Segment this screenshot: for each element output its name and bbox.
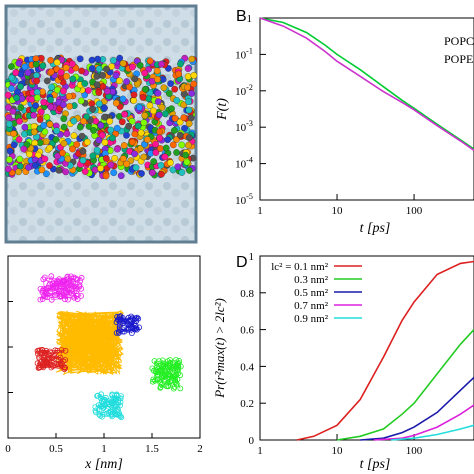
y-tick-label: 10-1 bbox=[235, 46, 253, 61]
y-axis-label: Pr(r²max(t) > 2lc²) bbox=[212, 298, 227, 399]
trajectory-point bbox=[48, 296, 55, 303]
trajectory-point bbox=[37, 286, 44, 292]
y-tick-label: 0.8 bbox=[240, 288, 254, 300]
trajectory-point bbox=[151, 358, 158, 364]
trajectory-point bbox=[62, 365, 68, 371]
y-tick-label: 1 bbox=[247, 13, 253, 25]
trajectory-path bbox=[95, 393, 122, 418]
series-line-1 bbox=[336, 329, 474, 441]
y-axis-label: F(t) bbox=[215, 98, 230, 121]
legend-label-pope: POPE bbox=[444, 52, 473, 66]
y-tick-label: 10-4 bbox=[235, 156, 253, 171]
trajectory-point bbox=[163, 383, 170, 390]
y-tick-label: 1 bbox=[249, 251, 255, 263]
chart-d: 0 0.2 0.4 0.6 0.8 1 1 10 100 t [ps] Pr(r²max(t) > … bbox=[212, 251, 474, 472]
x-tick-label: 1.5 bbox=[145, 443, 159, 455]
series-line-0 bbox=[296, 260, 474, 441]
trajectory-point bbox=[78, 293, 84, 299]
trajectory-point bbox=[95, 402, 102, 409]
trajectory-cluster bbox=[37, 273, 85, 303]
series-line-4 bbox=[390, 424, 474, 441]
trajectory-path bbox=[115, 315, 140, 334]
series-line-pope bbox=[259, 17, 474, 152]
y-tick-label: 0.2 bbox=[240, 398, 254, 410]
trajectory-point bbox=[37, 296, 44, 303]
trajectory-path bbox=[151, 359, 182, 389]
series-line-3 bbox=[373, 404, 474, 441]
series-line-2 bbox=[360, 376, 474, 441]
series-line-popc bbox=[259, 17, 474, 150]
trajectory-point bbox=[78, 274, 85, 281]
x-tick-label: 0.5 bbox=[49, 443, 63, 455]
legend-label-4: 0.9 nm² bbox=[294, 313, 329, 325]
trajectory-cluster bbox=[34, 347, 69, 373]
trajectory-point bbox=[173, 380, 180, 387]
legend-label-3: 0.7 nm² bbox=[294, 300, 329, 312]
trajectory-path bbox=[55, 309, 125, 376]
y-tick-label: 0 bbox=[249, 435, 255, 447]
x-tick-label: 2 bbox=[197, 443, 203, 455]
trajectory-point bbox=[64, 274, 71, 281]
trajectory-path bbox=[39, 275, 83, 301]
x-tick-label: 0 bbox=[5, 443, 11, 455]
legend-label-2: 0.5 nm² bbox=[294, 287, 329, 299]
legend-label-1: 0.3 nm² bbox=[294, 274, 329, 286]
lipid-bilayer bbox=[4, 54, 198, 180]
legend-label-0: lc² = 0.1 nm² bbox=[271, 261, 328, 273]
legend-label-popc: POPC bbox=[444, 34, 474, 48]
membrane-snapshot-image bbox=[4, 4, 198, 244]
y-tick-label: 10-3 bbox=[235, 119, 253, 134]
x-tick-label: 10 bbox=[332, 445, 344, 457]
trajectory-point bbox=[177, 385, 184, 392]
x-tick-label: 1 bbox=[257, 445, 263, 457]
trajectory-point bbox=[113, 391, 120, 398]
x-tick-label: 10 bbox=[332, 205, 344, 217]
trajectory-point bbox=[149, 365, 156, 372]
trajectory-point bbox=[48, 273, 55, 280]
trajectory-point bbox=[97, 412, 104, 419]
trajectory-path bbox=[37, 349, 66, 370]
x-tick-label: 1 bbox=[257, 205, 263, 217]
y-tick-label: 10-2 bbox=[235, 83, 253, 98]
trajectory-cluster bbox=[55, 309, 125, 376]
x-tick-label: 100 bbox=[406, 205, 423, 217]
x-tick-label: 100 bbox=[406, 445, 423, 457]
y-tick-label: 0.4 bbox=[240, 361, 254, 373]
y-tick-label: 0.6 bbox=[240, 325, 254, 337]
plot-frame bbox=[259, 17, 474, 201]
x-axis-label: x [nm] bbox=[84, 457, 123, 472]
x-axis-label: t [ps] bbox=[360, 221, 391, 236]
panel-letter-d: D bbox=[236, 254, 248, 271]
trajectory-point bbox=[35, 347, 42, 354]
trajectory-cluster bbox=[113, 313, 143, 336]
trajectory-point bbox=[173, 357, 179, 363]
y-tick-label: 10-5 bbox=[235, 192, 253, 207]
x-axis-label: t [ps] bbox=[360, 457, 391, 472]
panel-letter-b: B bbox=[236, 8, 247, 25]
plot-frame bbox=[259, 255, 474, 441]
chart-b: 1 10-1 10-2 10-3 10-4 10-5 1 10 100 t [ps] F(t) POP… bbox=[215, 13, 474, 236]
trajectory-cluster bbox=[92, 391, 125, 421]
x-tick-label: 1 bbox=[101, 443, 107, 455]
chart-c: 0 0.5 1 1.5 2 x [nm] bbox=[5, 255, 203, 472]
trajectory-cluster bbox=[149, 357, 184, 392]
trajectory-point bbox=[157, 384, 164, 391]
trajectory-point bbox=[74, 296, 81, 303]
